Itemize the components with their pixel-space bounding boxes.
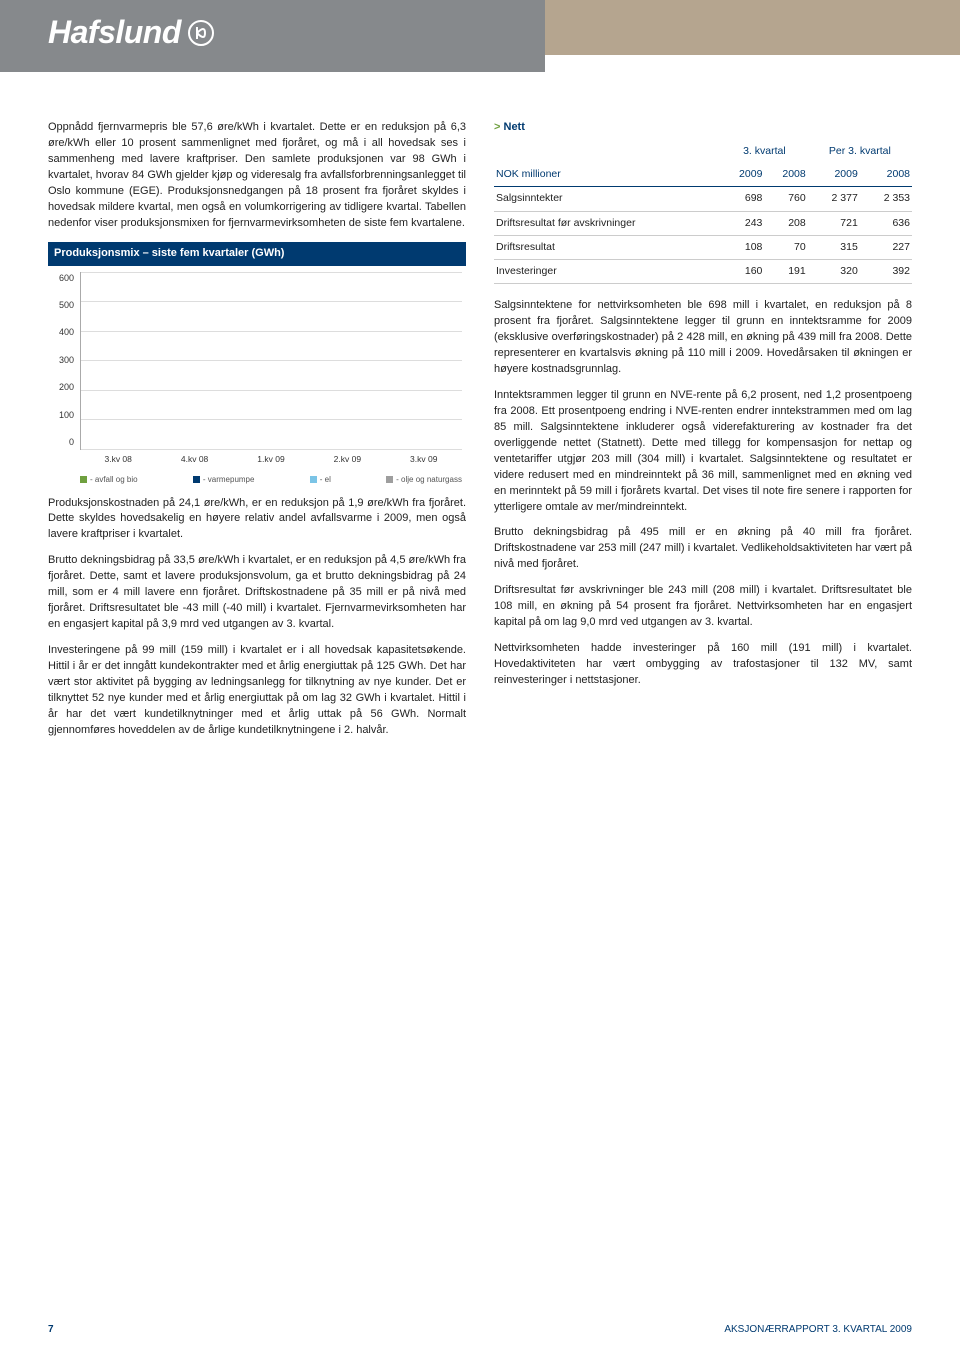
x-label: 3.kv 08 bbox=[104, 453, 131, 465]
nett-section-head: > Nett bbox=[494, 120, 912, 136]
chart-y-axis: 600 500 400 300 200 100 0 bbox=[48, 272, 74, 450]
y-tick: 400 bbox=[48, 326, 74, 339]
table-group-head: 3. kvartal Per 3. kvartal bbox=[494, 140, 912, 163]
left-p4: Investeringene på 99 mill (159 mill) i k… bbox=[48, 643, 466, 739]
table-cell: 698 bbox=[721, 187, 764, 211]
table-cell: 2 353 bbox=[860, 187, 912, 211]
table-empty-head bbox=[494, 140, 721, 163]
chart-title: Produksjonsmix – siste fem kvartaler (GW… bbox=[48, 242, 466, 266]
y-tick: 600 bbox=[48, 272, 74, 285]
table-col-head: NOK millioner bbox=[494, 163, 721, 187]
table-cell: 227 bbox=[860, 235, 912, 259]
nett-table: 3. kvartal Per 3. kvartal NOK millioner2… bbox=[494, 140, 912, 284]
y-tick: 200 bbox=[48, 381, 74, 394]
table-col-head: 2009 bbox=[808, 163, 860, 187]
page: Hafslund Oppnådd fjernvarmepris ble 57,6… bbox=[0, 0, 960, 1353]
right-p3: Brutto dekningsbidrag på 495 mill er en … bbox=[494, 525, 912, 573]
table-row: Driftsresultat10870315227 bbox=[494, 235, 912, 259]
production-mix-chart: 600 500 400 300 200 100 0 3.kv 08 4.kv 08 1.kv 0… bbox=[48, 266, 466, 486]
table-cell: Investeringer bbox=[494, 260, 721, 284]
footer-doc-title: AKSJONÆRRAPPORT 3. KVARTAL 2009 bbox=[724, 1324, 912, 1335]
logo-text: Hafslund bbox=[48, 14, 181, 51]
table-body: Salgsinntekter6987602 3772 353Driftsresu… bbox=[494, 187, 912, 284]
chart-bars bbox=[80, 272, 462, 450]
x-label: 1.kv 09 bbox=[257, 453, 284, 465]
logo-icon bbox=[187, 19, 215, 47]
legend-label: - varmepumpe bbox=[203, 474, 255, 486]
columns: Oppnådd fjernvarmepris ble 57,6 øre/kWh … bbox=[48, 120, 912, 749]
x-label: 3.kv 09 bbox=[410, 453, 437, 465]
legend-item: - avfall og bio bbox=[80, 474, 138, 486]
table-cell: Driftsresultat før avskrivninger bbox=[494, 211, 721, 235]
legend-swatch bbox=[386, 476, 393, 483]
page-number: 7 bbox=[48, 1324, 54, 1335]
table-cell: 208 bbox=[764, 211, 807, 235]
table-cell: 243 bbox=[721, 211, 764, 235]
table-col-head: 2008 bbox=[860, 163, 912, 187]
table-cell: Driftsresultat bbox=[494, 235, 721, 259]
y-tick: 500 bbox=[48, 299, 74, 312]
right-p5: Nettvirksomheten hadde investeringer på … bbox=[494, 641, 912, 689]
legend-label: - el bbox=[320, 474, 331, 486]
table-cell: 108 bbox=[721, 235, 764, 259]
left-p3: Brutto dekningsbidrag på 33,5 øre/kWh i … bbox=[48, 553, 466, 633]
y-tick: 0 bbox=[48, 436, 74, 449]
x-label: 4.kv 08 bbox=[181, 453, 208, 465]
table-cell: Salgsinntekter bbox=[494, 187, 721, 211]
table-cell: 721 bbox=[808, 211, 860, 235]
legend-item: - olje og naturgass bbox=[386, 474, 462, 486]
legend-swatch bbox=[80, 476, 87, 483]
left-column: Oppnådd fjernvarmepris ble 57,6 øre/kWh … bbox=[48, 120, 466, 749]
content-area: Oppnådd fjernvarmepris ble 57,6 øre/kWh … bbox=[0, 90, 960, 779]
table-cell: 315 bbox=[808, 235, 860, 259]
footer: 7 AKSJONÆRRAPPORT 3. KVARTAL 2009 bbox=[48, 1324, 912, 1335]
table-cell: 70 bbox=[764, 235, 807, 259]
legend-swatch bbox=[193, 476, 200, 483]
legend-item: - el bbox=[310, 474, 331, 486]
table-cell: 636 bbox=[860, 211, 912, 235]
table-group-per-kvartal: Per 3. kvartal bbox=[808, 140, 912, 163]
legend-label: - olje og naturgass bbox=[396, 474, 462, 486]
chart-x-labels: 3.kv 08 4.kv 08 1.kv 09 2.kv 09 3.kv 09 bbox=[80, 453, 462, 465]
table-cell: 760 bbox=[764, 187, 807, 211]
table-cell: 320 bbox=[808, 260, 860, 284]
left-p2: Produksjonskostnaden på 24,1 øre/kWh, er… bbox=[48, 496, 466, 544]
left-p1: Oppnådd fjernvarmepris ble 57,6 øre/kWh … bbox=[48, 120, 466, 232]
table-row: Driftsresultat før avskrivninger24320872… bbox=[494, 211, 912, 235]
table-cell: 191 bbox=[764, 260, 807, 284]
table-column-head: NOK millioner2009200820092008 bbox=[494, 163, 912, 187]
table-col-head: 2008 bbox=[764, 163, 807, 187]
header-band: Hafslund bbox=[0, 0, 960, 90]
table-col-head: 2009 bbox=[721, 163, 764, 187]
logo: Hafslund bbox=[48, 14, 215, 51]
y-tick: 300 bbox=[48, 354, 74, 367]
x-label: 2.kv 09 bbox=[334, 453, 361, 465]
chart-legend: - avfall og bio - varmepumpe - el - olje og… bbox=[80, 474, 462, 486]
right-p1: Salgsinntektene for nettvirksomheten ble… bbox=[494, 298, 912, 378]
section-title: Nett bbox=[504, 121, 525, 133]
table-cell: 392 bbox=[860, 260, 912, 284]
right-column: > Nett 3. kvartal Per 3. kvartal NOK mil… bbox=[494, 120, 912, 749]
right-p2: Inntektsrammen legger til grunn en NVE-r… bbox=[494, 388, 912, 516]
table-cell: 160 bbox=[721, 260, 764, 284]
table-row: Investeringer160191320392 bbox=[494, 260, 912, 284]
table-group-kvartal: 3. kvartal bbox=[721, 140, 808, 163]
right-p4: Driftsresultat før avskrivninger ble 243… bbox=[494, 583, 912, 631]
chevron-icon: > bbox=[494, 121, 500, 133]
table-row: Salgsinntekter6987602 3772 353 bbox=[494, 187, 912, 211]
legend-label: - avfall og bio bbox=[90, 474, 138, 486]
y-tick: 100 bbox=[48, 409, 74, 422]
legend-swatch bbox=[310, 476, 317, 483]
legend-item: - varmepumpe bbox=[193, 474, 255, 486]
table-cell: 2 377 bbox=[808, 187, 860, 211]
header-beige-block bbox=[545, 0, 960, 55]
